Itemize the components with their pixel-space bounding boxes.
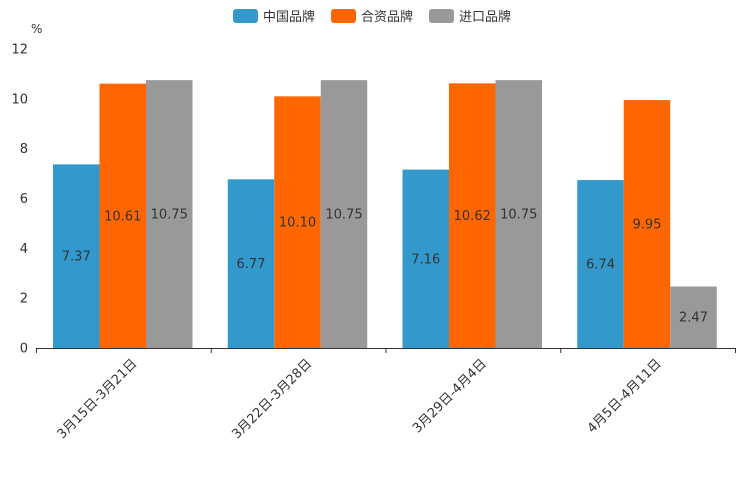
data-label-s2-c2: 10.75	[500, 208, 537, 223]
data-label-s1-c3: 9.95	[633, 218, 662, 233]
bar-s1-c2[interactable]	[449, 83, 496, 348]
data-label-s0-c2: 7.16	[411, 252, 440, 267]
bar-s1-c1[interactable]	[274, 96, 321, 348]
chart-legend: 中国品牌 合资品牌 进口品牌	[0, 6, 744, 25]
legend-label-imported-brand: 进口品牌	[459, 10, 512, 25]
y-tick-label-5: 10	[11, 92, 28, 107]
legend-item-imported-brand[interactable]: 进口品牌	[429, 6, 511, 25]
x-category-label-1: 3月22日-3月28日	[229, 356, 315, 442]
data-label-s0-c1: 6.77	[237, 257, 266, 272]
bar-s0-c3[interactable]	[577, 180, 624, 348]
legend-item-china-brand[interactable]: 中国品牌	[232, 6, 315, 25]
data-label-s2-c3: 2.47	[679, 311, 708, 326]
data-label-s2-c0: 10.75	[151, 208, 188, 223]
y-tick-label-0: 0	[20, 342, 28, 357]
legend-label-china-brand: 中国品牌	[262, 10, 315, 25]
bar-s2-c1[interactable]	[320, 80, 368, 348]
y-tick-label-3: 6	[20, 192, 28, 207]
bar-s1-c0[interactable]	[99, 83, 147, 349]
bar-s0-c2[interactable]	[402, 169, 450, 348]
bar-s0-c1[interactable]	[227, 179, 275, 348]
y-tick-label-2: 4	[20, 242, 28, 257]
data-label-s0-c0: 7.37	[62, 250, 91, 265]
x-category-label-0: 3月15日-3月21日	[55, 356, 141, 442]
bar-s2-c0[interactable]	[146, 80, 193, 348]
legend-swatch-china-brand	[232, 8, 258, 23]
data-label-s1-c0: 10.61	[104, 209, 141, 224]
y-axis-unit: %	[31, 22, 43, 36]
legend-swatch-joint-venture-brand	[330, 8, 356, 23]
y-tick-label-6: 12	[11, 43, 28, 58]
legend-swatch-imported-brand	[429, 8, 454, 23]
y-tick-label-4: 8	[20, 142, 28, 157]
bar-s1-c3[interactable]	[623, 100, 671, 349]
data-label-s2-c1: 10.75	[325, 208, 362, 223]
x-category-label-2: 3月29日-4月4日	[410, 356, 490, 436]
data-label-s1-c2: 10.62	[454, 209, 491, 224]
legend-label-joint-venture-brand: 合资品牌	[360, 10, 413, 25]
data-label-s1-c1: 10.10	[279, 216, 316, 231]
y-tick-label-1: 2	[20, 292, 28, 307]
bar-s2-c2[interactable]	[495, 80, 543, 348]
legend-item-joint-venture-brand[interactable]: 合资品牌	[330, 6, 413, 25]
data-label-s0-c3: 6.74	[586, 258, 615, 273]
x-category-label-3: 4月5日-4月11日	[585, 356, 665, 436]
bar-s2-c3[interactable]	[670, 286, 717, 348]
bar-s0-c0[interactable]	[53, 164, 100, 348]
